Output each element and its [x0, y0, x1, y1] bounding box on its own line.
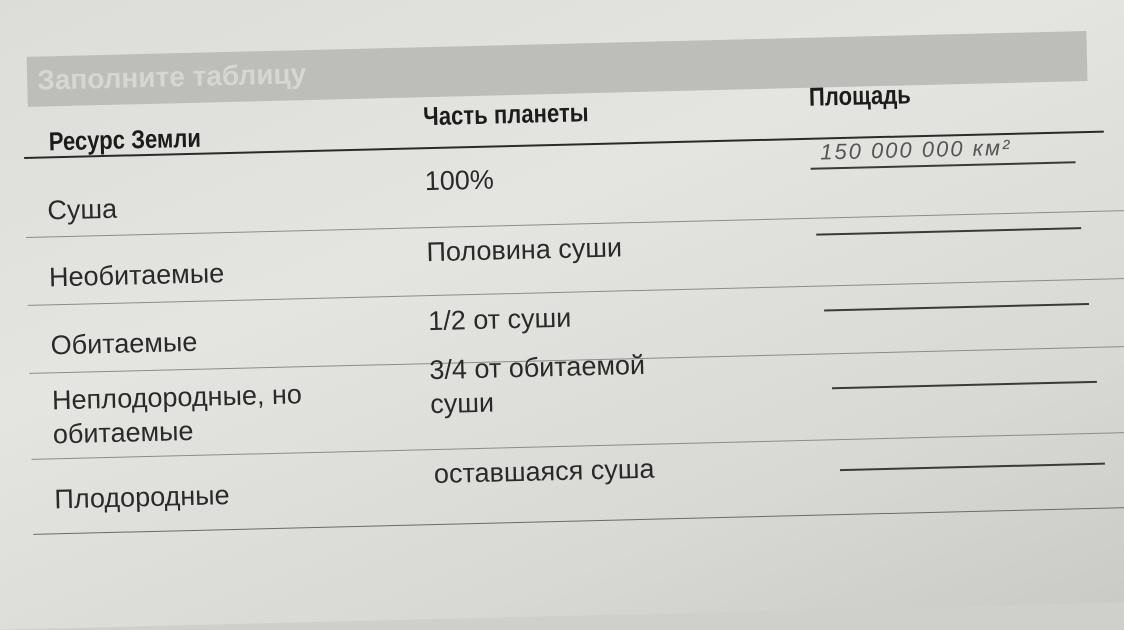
row-1-resource: Суша: [47, 193, 118, 226]
title: Заполните таблицу: [36, 58, 307, 96]
row-5-part: оставшаяся суша: [433, 453, 655, 490]
row-2-part: Половина суши: [426, 232, 623, 268]
row-3-resource: Обитаемые: [50, 326, 198, 361]
row-2-area-line: [816, 227, 1082, 236]
row-2-resource: Необитаемые: [48, 258, 225, 293]
row-4-resource: Неплодородные, но обитаемые: [51, 379, 303, 450]
row-5-resource: Плодородные: [54, 480, 230, 515]
row-4-part: 3/4 от обитаемой суши: [429, 349, 646, 420]
row-5-area-line: [839, 462, 1105, 472]
row-1-area: 150 000 000 км²: [819, 134, 1012, 165]
row-3-part: 1/2 от суши: [427, 302, 572, 337]
header-part: Часть планеты: [422, 97, 589, 132]
row-1-part: 100%: [424, 164, 495, 197]
header-resource: Ресурс Земли: [48, 122, 202, 157]
title-banner: Заполните таблицу: [26, 30, 1088, 107]
header-area: Площадь: [808, 79, 912, 112]
row-4-area-line: [831, 380, 1097, 390]
row-3-area-line: [824, 302, 1090, 312]
